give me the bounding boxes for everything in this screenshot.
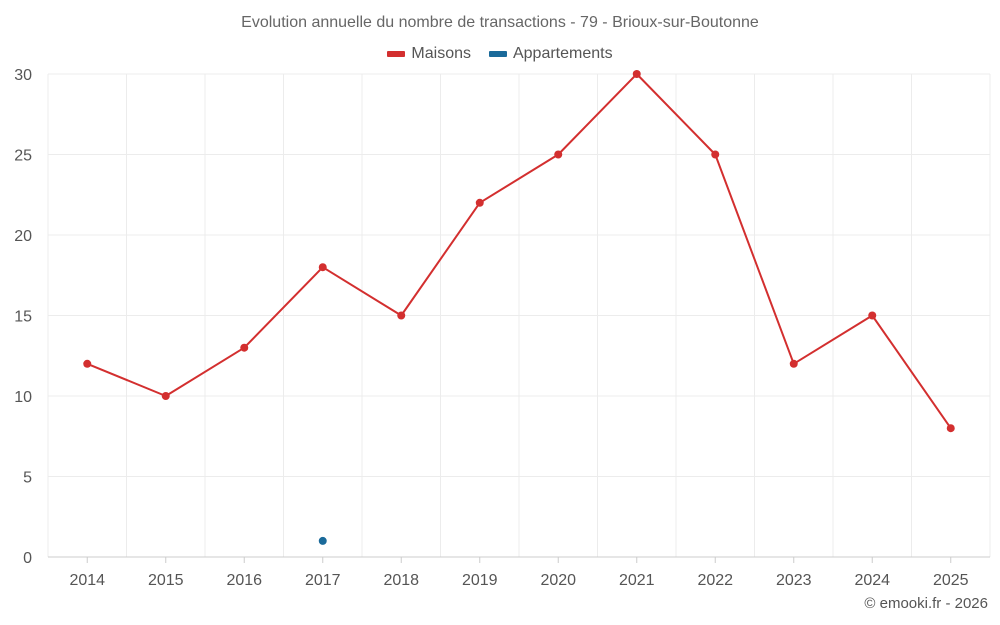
data-point-maisons [240,343,249,352]
y-tick-label: 0 [23,550,32,567]
data-point-maisons [475,198,484,207]
chart-legend: Maisons Appartements [0,45,1000,63]
y-tick-label: 10 [14,389,32,406]
chart-title: Evolution annuelle du nombre de transact… [241,14,759,31]
data-point-maisons [161,392,170,400]
y-tick-label: 30 [14,67,32,84]
x-tick-label: 2014 [69,572,105,589]
data-point-maisons [318,263,327,272]
y-tick-label: 15 [14,309,32,326]
legend-item-appartements[interactable]: Appartements [488,45,613,63]
data-point-maisons [711,150,720,159]
y-tick-label: 5 [23,470,32,487]
x-tick-label: 2023 [776,572,812,589]
data-point-maisons [554,150,563,159]
x-tick-label: 2024 [854,572,890,589]
x-tick-label: 2025 [933,572,969,589]
legend-swatch-maisons [387,51,406,57]
series-line-maisons [86,73,952,429]
data-point-maisons [83,359,92,368]
data-point-maisons [946,424,955,433]
legend-item-maisons[interactable]: Maisons [387,45,471,63]
x-tick-label: 2019 [462,572,498,589]
legend-label-appartements: Appartements [512,45,613,62]
legend-label-maisons: Maisons [411,45,471,62]
x-tick-label: 2015 [148,572,184,589]
data-point-maisons [632,70,641,78]
data-point-maisons [868,311,877,320]
x-tick-label: 2018 [383,572,419,589]
data-point-maisons [397,311,406,320]
x-tick-label: 2022 [697,572,733,589]
data-point-appartements [318,536,327,545]
credit-text: © emooki.fr - 2026 [864,595,988,612]
legend-swatch-appartements [488,51,507,57]
x-tick-label: 2016 [226,572,262,589]
y-tick-label: 20 [14,228,32,245]
data-point-maisons [789,359,798,368]
y-tick-label: 25 [14,148,32,165]
x-tick-label: 2021 [619,572,655,589]
x-tick-label: 2017 [305,572,341,589]
x-tick-label: 2020 [540,572,576,589]
